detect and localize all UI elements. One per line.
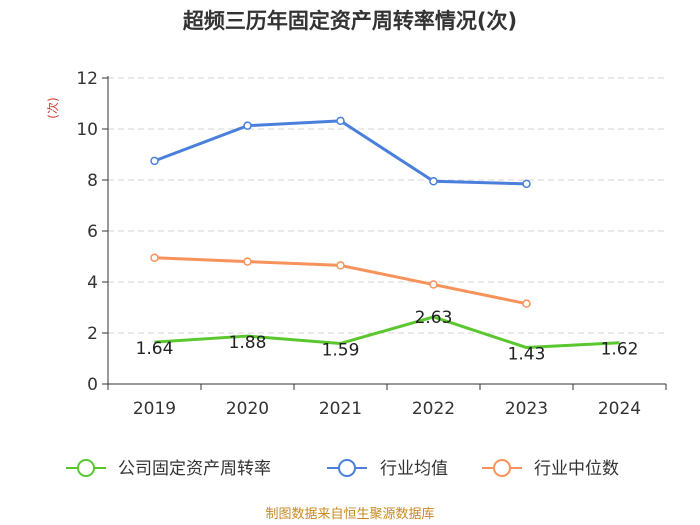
- data-point: [150, 253, 159, 263]
- y-tick-label: 10: [76, 120, 98, 140]
- data-label: 1.64: [136, 339, 174, 359]
- data-point: [522, 299, 531, 308]
- source-note: 制图数据来自恒生聚源数据库: [265, 506, 434, 522]
- data-label: 1.43: [508, 345, 546, 365]
- legend-label: 公司固定资产周转率: [118, 459, 271, 479]
- x-tick-label: 2022: [412, 399, 455, 419]
- series-line: [154, 315, 620, 350]
- y-tick-label: 2: [87, 324, 98, 344]
- data-point: [150, 156, 159, 166]
- y-axis-unit: (次): [46, 97, 60, 118]
- x-tick-label: 2023: [505, 399, 548, 419]
- data-label: 2.63: [415, 308, 453, 328]
- legend-label: 行业均值: [380, 459, 448, 479]
- x-tick-label: 2021: [319, 399, 362, 419]
- legend-label: 行业中位数: [534, 459, 619, 479]
- data-point: [243, 121, 252, 130]
- data-label: 1.59: [322, 340, 360, 360]
- legend-swatch-marker: [77, 459, 95, 477]
- data-point: [336, 116, 345, 126]
- legend-swatch-marker: [493, 459, 511, 477]
- series-line: [153, 119, 527, 186]
- x-tick-label: 2020: [226, 399, 269, 419]
- data-point: [429, 280, 438, 289]
- y-tick-label: 4: [87, 273, 98, 293]
- y-tick-label: 12: [76, 69, 98, 89]
- data-label: 1.88: [229, 333, 267, 353]
- x-tick-label: 2019: [133, 399, 176, 419]
- chart-title: 超频三历年固定资产周转率情况(次): [183, 9, 517, 33]
- legend: 公司固定资产周转率 行业均值 行业中位数: [66, 459, 619, 479]
- data-point: [336, 261, 345, 270]
- legend-swatch-marker: [338, 459, 356, 477]
- data-point: [243, 257, 252, 266]
- data-point: [522, 179, 531, 189]
- grid-lines: [108, 77, 666, 334]
- axes: 0 2 4 6 8 10 12 2019 2020 2021 2022 2023 2024: [76, 69, 667, 419]
- y-tick-label: 6: [87, 222, 98, 242]
- data-label: 1.62: [601, 340, 639, 360]
- data-labels: 1.64 1.88 1.59 2.63 1.43 1.62: [136, 308, 639, 365]
- series-lines: [150, 116, 620, 350]
- y-tick-label: 0: [87, 375, 98, 395]
- x-tick-label: 2024: [598, 399, 641, 419]
- data-point: [429, 177, 438, 186]
- y-tick-label: 8: [87, 171, 98, 191]
